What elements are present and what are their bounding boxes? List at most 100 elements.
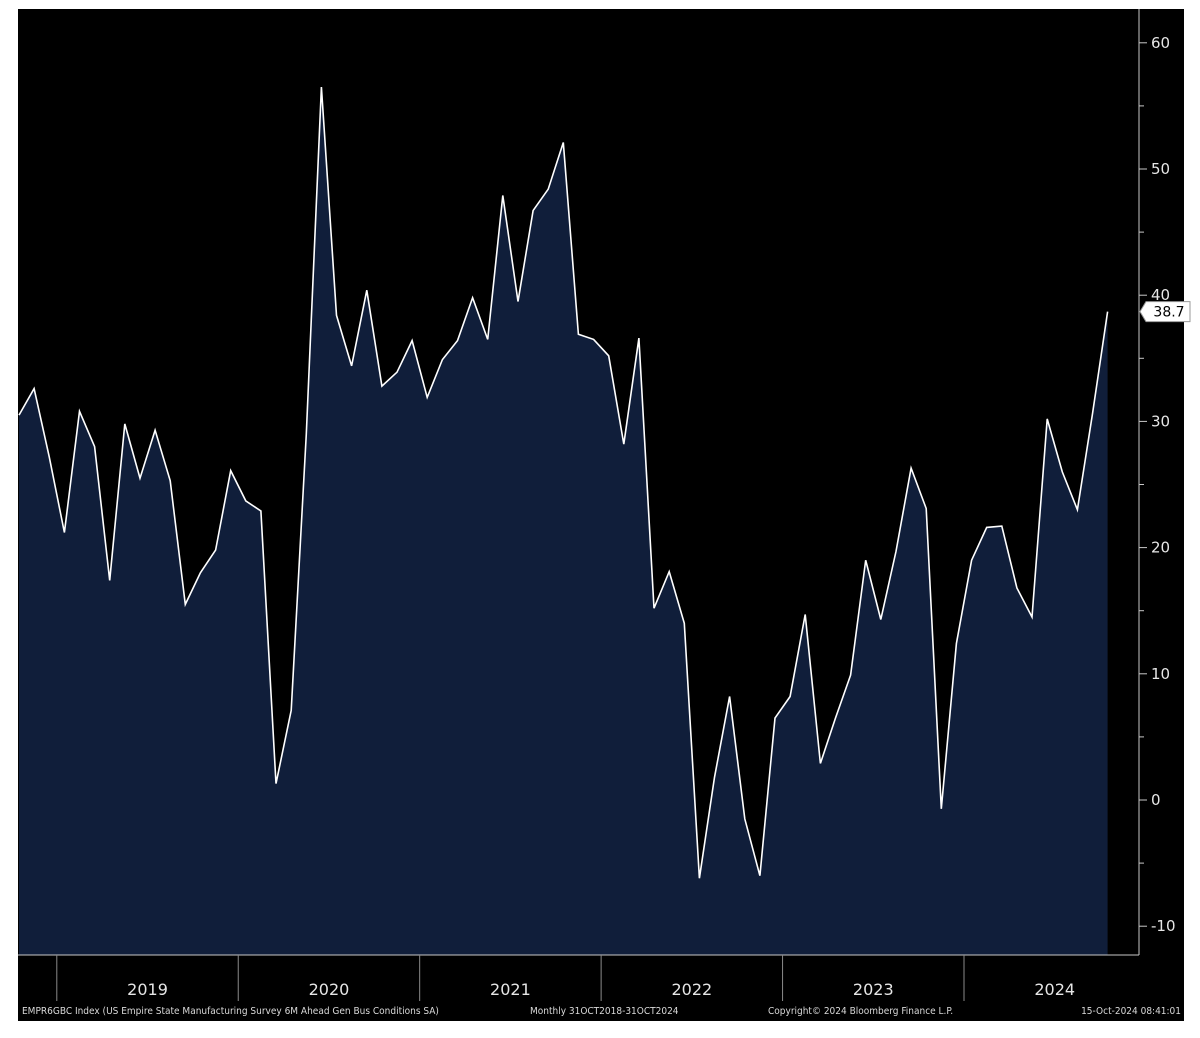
footer-ticker: EMPR6GBC Index (US Empire State Manufact…	[22, 1006, 439, 1017]
data-point	[184, 603, 186, 605]
data-point	[729, 696, 731, 698]
data-point	[33, 388, 35, 390]
data-point	[653, 607, 655, 609]
y-tick-label: 40	[1151, 286, 1170, 304]
data-point	[955, 643, 957, 645]
data-point	[1031, 616, 1033, 618]
last-value-badge	[1139, 301, 1191, 323]
x-year-label: 2023	[853, 980, 894, 999]
area-layer	[18, 86, 1109, 955]
data-point	[139, 477, 141, 479]
footer-timestamp: 15-Oct-2024 08:41:01	[1081, 1006, 1181, 1017]
data-point	[865, 559, 867, 561]
data-point	[850, 674, 852, 676]
data-point	[396, 371, 398, 373]
x-year-label: 2022	[671, 980, 712, 999]
data-point	[381, 385, 383, 387]
data-point	[441, 359, 443, 361]
footer-range: Monthly 31OCT2018-31OCT2024	[530, 1006, 679, 1017]
data-point	[305, 433, 307, 435]
data-point	[215, 549, 217, 551]
data-point	[910, 467, 912, 469]
data-point	[1016, 587, 1018, 589]
data-point	[275, 783, 277, 785]
x-year-label: 2024	[1034, 980, 1075, 999]
data-point	[517, 301, 519, 303]
data-point	[593, 338, 595, 340]
data-point	[714, 776, 716, 778]
data-point	[608, 355, 610, 357]
y-tick-label: -10	[1151, 917, 1176, 935]
data-point	[351, 365, 353, 367]
data-point	[94, 446, 96, 448]
data-point	[48, 456, 50, 458]
series-area	[19, 87, 1108, 955]
x-year-label: 2019	[127, 980, 168, 999]
y-tick-label: 30	[1151, 412, 1170, 430]
data-point	[1046, 418, 1048, 420]
data-point	[366, 289, 368, 291]
data-point	[744, 818, 746, 820]
data-point	[154, 429, 156, 431]
y-tick-label: 20	[1151, 539, 1170, 557]
data-point	[199, 572, 201, 574]
series-line	[18, 86, 1109, 879]
data-point	[1076, 509, 1078, 511]
data-point	[683, 622, 685, 624]
data-point	[411, 340, 413, 342]
last-value-label: 38.7	[1153, 305, 1184, 321]
data-point	[124, 423, 126, 425]
y-tick-label: 60	[1151, 34, 1170, 52]
data-point	[638, 337, 640, 339]
data-point	[245, 500, 247, 502]
data-point	[290, 709, 292, 711]
footer-copyright: Copyright© 2024 Bloomberg Finance L.P.	[768, 1006, 953, 1017]
data-point	[940, 808, 942, 810]
data-point	[774, 717, 776, 719]
data-point	[698, 877, 700, 879]
data-point	[487, 338, 489, 340]
data-point	[759, 875, 761, 877]
data-point	[1092, 413, 1094, 415]
y-tick-label: 50	[1151, 160, 1170, 178]
x-axis: 2019 2020 2021 2022 2023 2024	[18, 954, 1139, 1001]
data-point	[1107, 311, 1109, 313]
data-point	[835, 717, 837, 719]
data-point	[819, 762, 821, 764]
data-point	[547, 188, 549, 190]
data-point	[804, 614, 806, 616]
data-point	[18, 414, 20, 416]
data-point	[925, 508, 927, 510]
data-point	[895, 550, 897, 552]
data-point	[426, 396, 428, 398]
data-point	[320, 86, 322, 88]
data-point	[971, 559, 973, 561]
data-point	[668, 571, 670, 573]
data-point	[789, 696, 791, 698]
data-point	[1001, 525, 1003, 527]
data-point	[63, 532, 65, 534]
data-point	[562, 142, 564, 144]
y-tick-label: 0	[1151, 791, 1161, 809]
chart-footer: EMPR6GBC Index (US Empire State Manufact…	[22, 1006, 1181, 1017]
data-point	[109, 579, 111, 581]
data-point	[880, 619, 882, 621]
data-point	[457, 340, 459, 342]
data-point	[260, 510, 262, 512]
data-point	[230, 470, 232, 472]
x-year-label: 2020	[309, 980, 350, 999]
y-axis: 60 50 40 30 20 10 0 -10 38.7	[1138, 9, 1191, 955]
data-point	[472, 297, 474, 299]
data-point	[623, 443, 625, 445]
data-point	[502, 195, 504, 197]
data-point	[986, 526, 988, 528]
x-year-label: 2021	[490, 980, 531, 999]
data-point	[336, 314, 338, 316]
data-point	[79, 410, 81, 412]
y-tick-label: 10	[1151, 665, 1170, 683]
data-point	[1061, 471, 1063, 473]
data-point	[577, 333, 579, 335]
data-point	[532, 210, 534, 212]
